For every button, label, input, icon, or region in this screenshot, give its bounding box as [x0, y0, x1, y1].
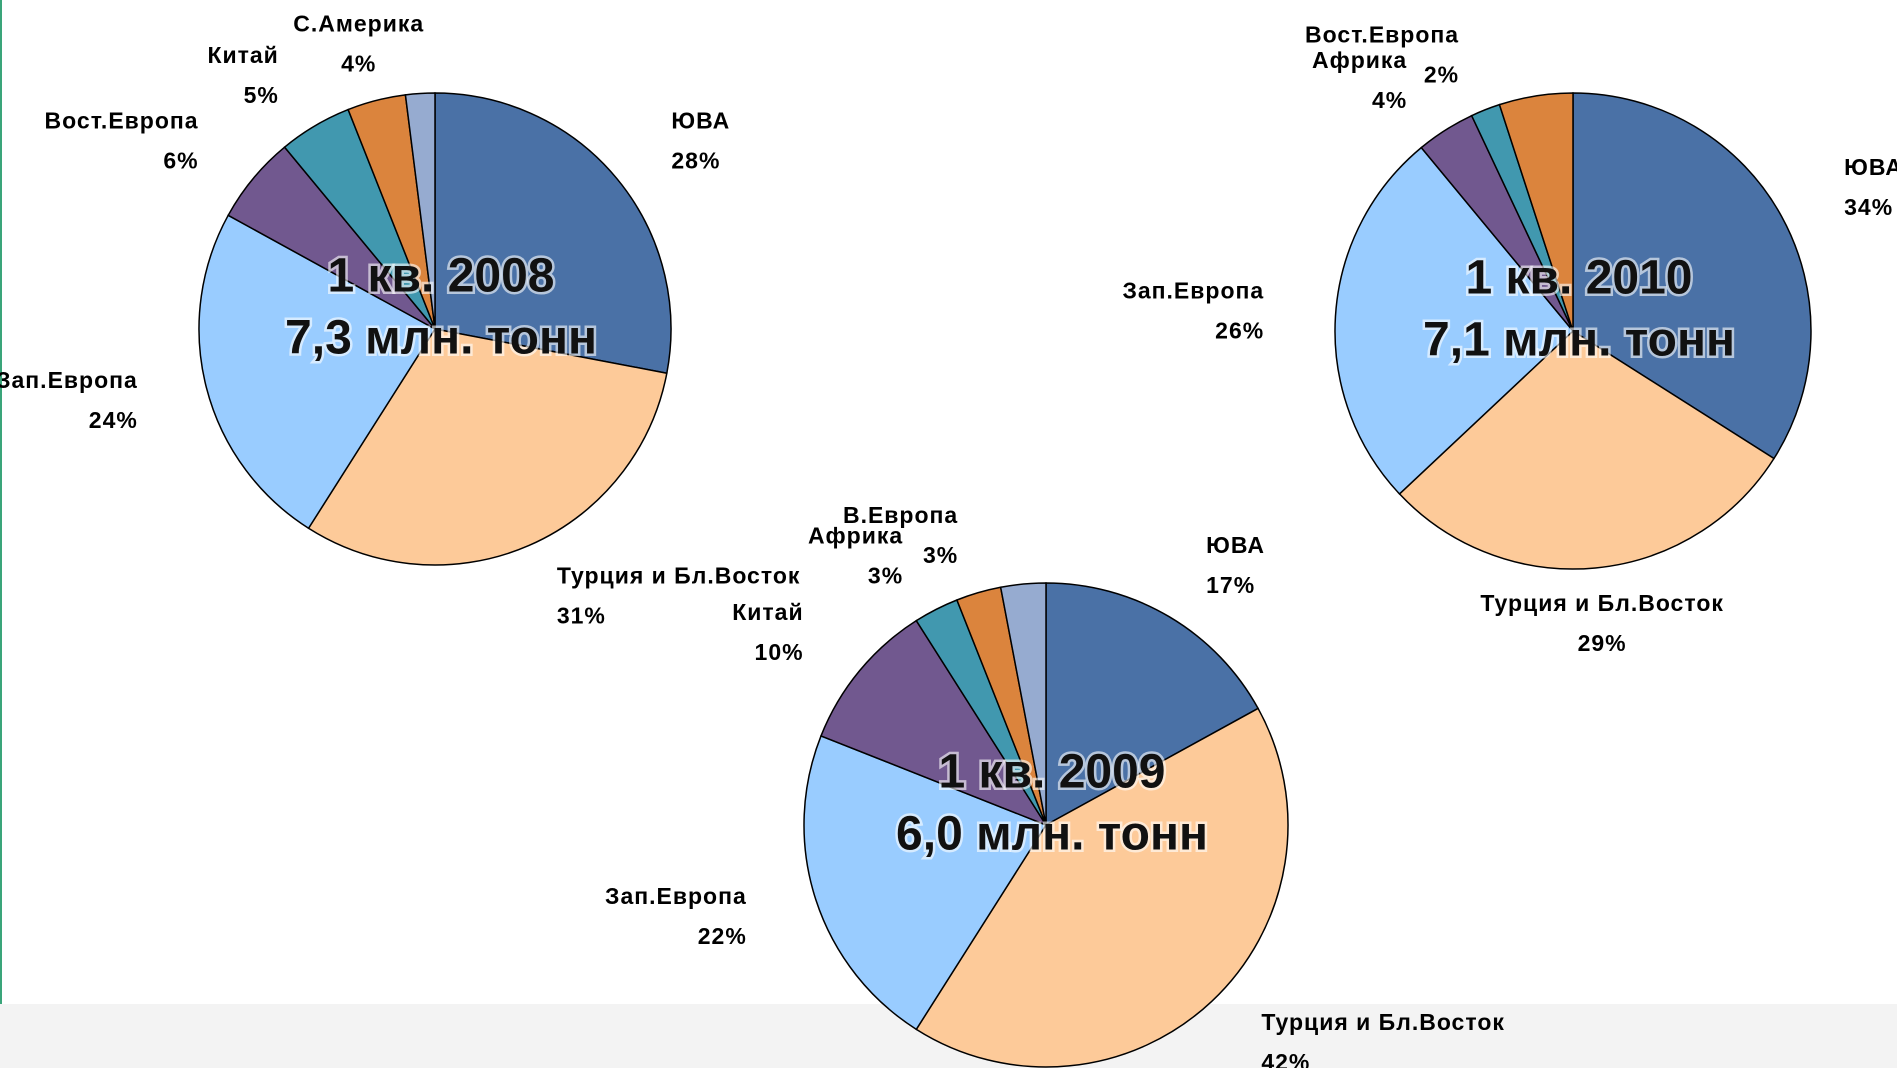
slice-label: Китай	[732, 599, 803, 625]
slice-value-label: 28%	[671, 148, 720, 174]
slice-value-label: 24%	[89, 407, 138, 433]
chart-title: 1 кв. 2009	[938, 746, 1165, 799]
slice-label: Вост.Европа	[1305, 22, 1459, 48]
slice-label: Турция и Бл.Восток	[1261, 1009, 1505, 1035]
slice-value-label: 31%	[557, 603, 606, 629]
slice-value-label: 6%	[163, 148, 198, 174]
pie-slice	[803, 734, 1048, 1031]
slice-value-label: 26%	[1215, 318, 1264, 344]
slice-label: Африка	[1312, 47, 1407, 73]
chart-subtitle: 7,1 млн. тонн	[1423, 314, 1735, 367]
slice-label: Турция и Бл.Восток	[1480, 590, 1724, 616]
pie-slice	[915, 707, 1289, 1068]
pie-slice	[1045, 582, 1260, 827]
slice-label: Зап.Европа	[605, 883, 747, 909]
slice-label: ЮВА	[671, 108, 730, 134]
pie-slice	[1334, 146, 1575, 495]
slice-value-label: 22%	[698, 923, 747, 949]
slice-value-label: 4%	[341, 51, 376, 77]
slice-value-label: 17%	[1206, 572, 1255, 598]
slice-label: С.Америка	[293, 11, 424, 37]
slice-label: Африка	[808, 523, 903, 549]
slice-label: Зап.Европа	[0, 367, 138, 393]
slice-value-label: 10%	[755, 639, 804, 665]
pie-slice	[404, 92, 436, 330]
slice-label: Зап.Европа	[1122, 278, 1264, 304]
slice-value-label: 5%	[244, 82, 279, 108]
pie-slice	[1398, 330, 1775, 570]
chart-title: 1 кв. 2008	[327, 250, 554, 303]
chart-title: 1 кв. 2010	[1465, 252, 1692, 305]
slice-label: Вост.Европа	[45, 108, 199, 134]
pie-slice	[198, 214, 437, 530]
pie-slice	[820, 619, 1048, 827]
slice-label: Китай	[207, 42, 278, 68]
chart-subtitle: 7,3 млн. тонн	[285, 312, 597, 365]
slice-label: Турция и Бл.Восток	[557, 563, 801, 589]
slice-label: ЮВА	[1844, 154, 1897, 180]
slice-label: В.Европа	[843, 502, 958, 528]
pie-slice	[1572, 92, 1812, 460]
pie-slice	[1498, 92, 1574, 332]
slice-label: ЮВА	[1206, 532, 1265, 558]
chart-subtitle: 6,0 млн. тонн	[896, 808, 1208, 861]
slice-value-label: 34%	[1844, 194, 1893, 220]
slice-value-label: 29%	[1578, 630, 1627, 656]
slice-value-label: 3%	[923, 542, 958, 568]
pie-slice	[434, 92, 672, 375]
slice-value-label: 2%	[1424, 62, 1459, 88]
slice-value-label: 3%	[868, 563, 903, 589]
slice-value-label: 42%	[1261, 1049, 1310, 1068]
slice-value-label: 4%	[1372, 87, 1407, 113]
pie-slice	[999, 582, 1047, 826]
